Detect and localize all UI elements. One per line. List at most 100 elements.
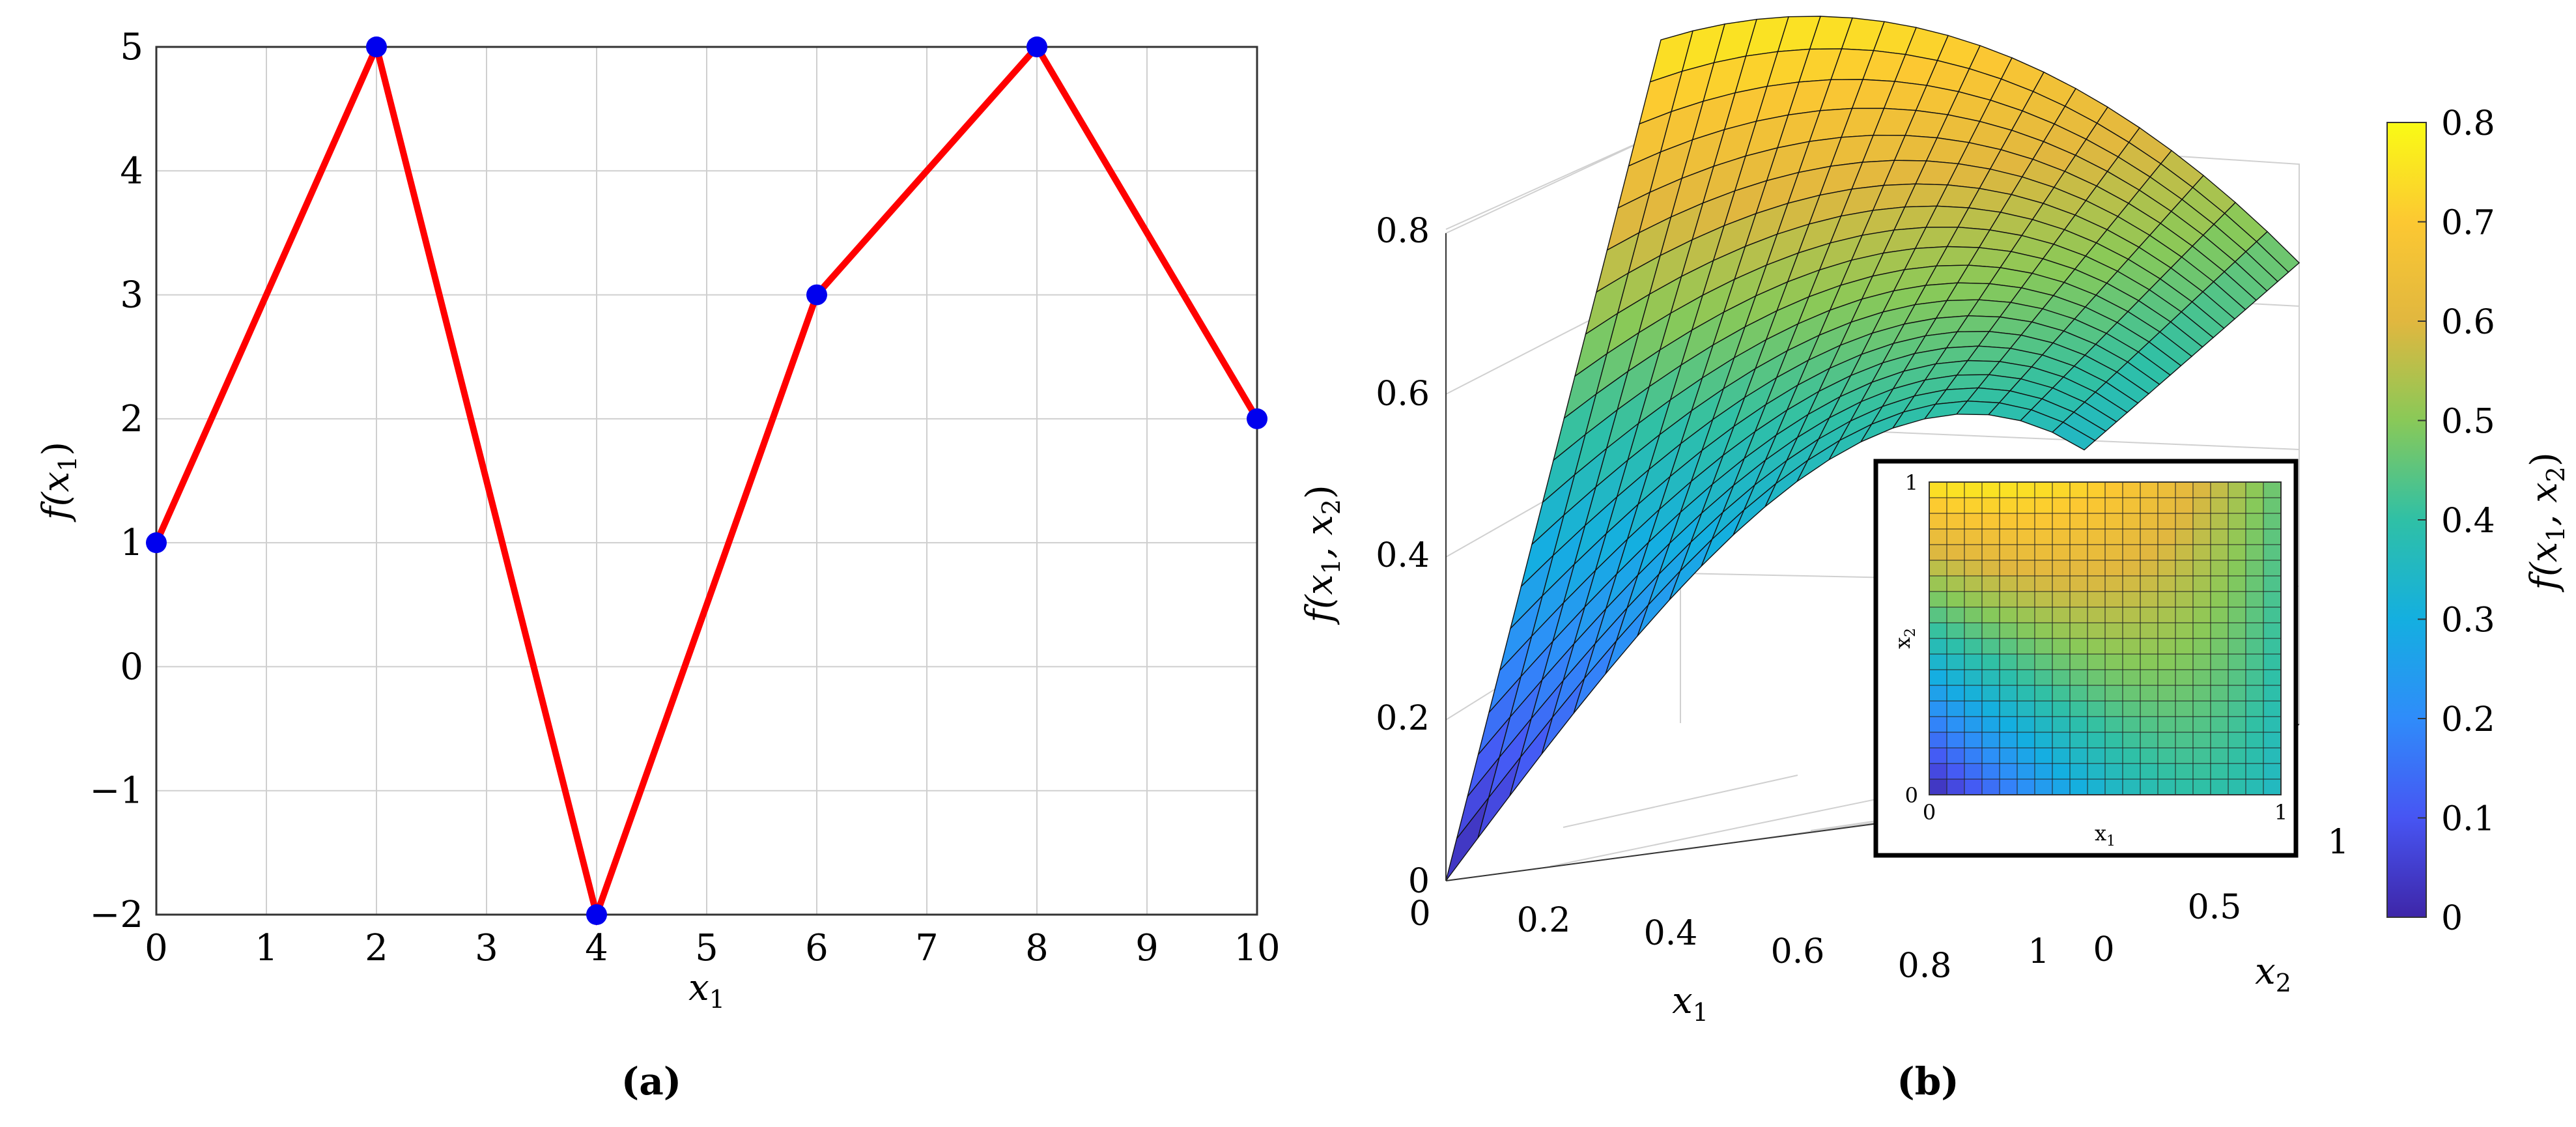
inset-cell (1999, 591, 2018, 608)
inset-cell (2210, 778, 2229, 795)
inset-cell (2104, 700, 2123, 717)
inset-cell (1964, 622, 1983, 639)
inset-cell (1981, 591, 2000, 608)
inset-cell (1946, 638, 1965, 655)
inset-cell (2263, 544, 2282, 561)
inset-cell (2192, 638, 2211, 655)
inset-cell (1929, 638, 1947, 655)
inset-cell (2017, 638, 2035, 655)
inset-cell (2192, 669, 2211, 686)
inset-cell (1981, 747, 2000, 764)
colorbar-ticks: 0 0.1 0.2 0.3 0.4 0.5 0.6 0.7 0.8 (2418, 104, 2495, 938)
inset-cell (2175, 606, 2194, 623)
inset-cell (2228, 669, 2246, 686)
inset-cell (2087, 575, 2106, 592)
inset-cell (2157, 732, 2176, 749)
inset-cell (2210, 685, 2229, 702)
inset-cell (2157, 544, 2176, 561)
inset-cell (2140, 778, 2158, 795)
inset-cell (2245, 591, 2264, 608)
inset-cell (2017, 669, 2035, 686)
inset-cell (2052, 606, 2071, 623)
inset-cell (1946, 763, 1965, 780)
panel-a-xtick-6: 6 (805, 927, 828, 969)
panel-a-ytick-5: 3 (120, 274, 143, 317)
inset-cell (2034, 653, 2053, 670)
inset-cell (2210, 560, 2229, 577)
inset-cell (1946, 716, 1965, 733)
inset-cell (2140, 575, 2158, 592)
panel-a-xtick-9: 9 (1135, 927, 1159, 969)
panel-a-series-line (153, 36, 1260, 926)
inset-cell (1964, 653, 1983, 670)
panel-a-point-0 (146, 532, 167, 554)
inset-cell (1964, 732, 1983, 749)
inset-cell (2104, 497, 2123, 514)
inset-cell (2052, 544, 2071, 561)
inset-cell (2157, 560, 2176, 577)
panel-a-ytick-1: −1 (89, 770, 143, 812)
inset-cell (1946, 653, 1965, 670)
inset-cell (2122, 732, 2141, 749)
inset-cell (1964, 560, 1983, 577)
inset-cell (2052, 716, 2071, 733)
inset-cell (1964, 481, 1983, 498)
inset-cell (2069, 669, 2088, 686)
inset-cell (2192, 606, 2211, 623)
inset-cell (2017, 778, 2035, 795)
inset-cell (2175, 528, 2194, 545)
inset-cell (2175, 622, 2194, 639)
inset-cell (2140, 544, 2158, 561)
inset-cell (1929, 528, 1947, 545)
inset-cell (1946, 700, 1965, 717)
inset-cell (2087, 653, 2106, 670)
inset-cell (2052, 481, 2071, 498)
inset-cell (2140, 513, 2158, 530)
inset-cell (1929, 544, 1947, 561)
inset-cell (2192, 622, 2211, 639)
panel-a-xlabel: x1 (688, 967, 725, 1014)
inset-cell (2069, 575, 2088, 592)
panel-a-label: (a) (621, 1059, 681, 1104)
inset-cell (2245, 544, 2264, 561)
inset-cell (1964, 513, 1983, 530)
inset-cell (1981, 481, 2000, 498)
inset-cell (2140, 622, 2158, 639)
inset-cell (2228, 638, 2246, 655)
inset-cell (2245, 497, 2264, 514)
inset-cell (1981, 544, 2000, 561)
inset-cell (2157, 716, 2176, 733)
inset-cell (2228, 591, 2246, 608)
inset-cell (2228, 778, 2246, 795)
inset-cell (2052, 763, 2071, 780)
inset-cell (1964, 778, 1983, 795)
inset-cell (2104, 669, 2123, 686)
inset-cell (2087, 513, 2106, 530)
inset-cell (2069, 653, 2088, 670)
inset-cell (2122, 638, 2141, 655)
inset-cell (2175, 560, 2194, 577)
inset-cell (2263, 747, 2282, 764)
inset-cell (2140, 669, 2158, 686)
panel-b-xtick-5: 1 (2028, 932, 2049, 971)
inset-cell (2052, 528, 2071, 545)
inset-cell (2175, 638, 2194, 655)
inset-cell (2192, 716, 2211, 733)
inset-cell (2087, 716, 2106, 733)
inset-cell (1999, 700, 2018, 717)
inset-cell (2122, 778, 2141, 795)
inset-cell (2122, 763, 2141, 780)
inset-cell (2175, 497, 2194, 514)
inset-cell (1981, 716, 2000, 733)
inset-cell (2245, 778, 2264, 795)
inset-cell (2122, 622, 2141, 639)
inset-cell (2034, 481, 2053, 498)
inset-cell (1946, 560, 1965, 577)
inset-cell (2263, 778, 2282, 795)
inset-cell (1946, 513, 1965, 530)
inset-cell (2122, 685, 2141, 702)
inset-cell (2210, 528, 2229, 545)
inset-cell (2052, 700, 2071, 717)
inset-cell (2175, 653, 2194, 670)
inset-cell (2210, 747, 2229, 764)
